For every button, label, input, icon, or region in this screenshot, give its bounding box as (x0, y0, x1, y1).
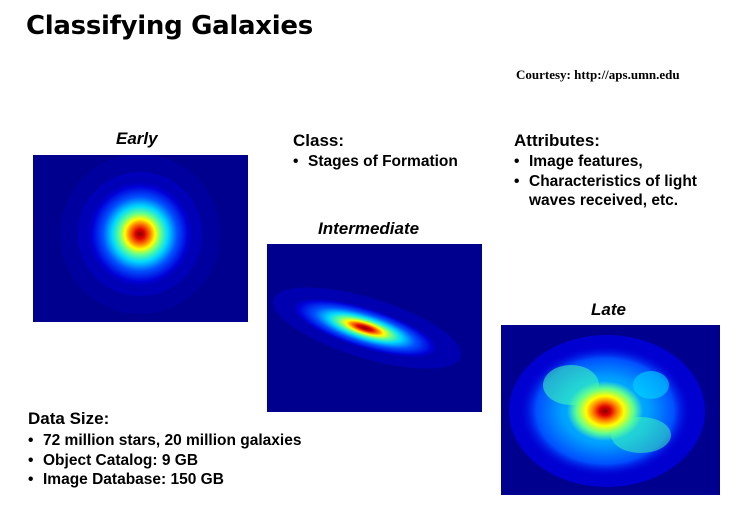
class-item: Stages of Formation (293, 152, 458, 172)
late-caption: Late (591, 300, 626, 319)
courtesy-credit: Courtesy: http://aps.umn.edu (516, 67, 680, 82)
data-size-item: Object Catalog: 9 GB (28, 451, 301, 471)
attributes-item: Characteristics of light (514, 172, 697, 192)
intermediate-caption: Intermediate (318, 219, 420, 238)
data-size-item: 72 million stars, 20 million galaxies (28, 431, 301, 451)
early-galaxy-image (33, 155, 248, 322)
early-caption: Early (116, 129, 158, 148)
class-heading: Class: (293, 131, 345, 150)
attributes-heading: Attributes: (514, 131, 600, 150)
intermediate-galaxy-image (267, 244, 482, 412)
attributes-list: Image features, Characteristics of light… (514, 152, 697, 211)
data-size-list: 72 million stars, 20 million galaxies Ob… (28, 431, 301, 490)
class-list: Stages of Formation (293, 152, 458, 172)
data-size-heading: Data Size: (28, 409, 110, 428)
attributes-item: Image features, (514, 152, 697, 172)
attributes-item-continuation: waves received, etc. (529, 192, 679, 209)
late-galaxy-image (501, 325, 720, 495)
page-title: Classifying Galaxies (26, 11, 313, 41)
data-size-item: Image Database: 150 GB (28, 470, 301, 490)
